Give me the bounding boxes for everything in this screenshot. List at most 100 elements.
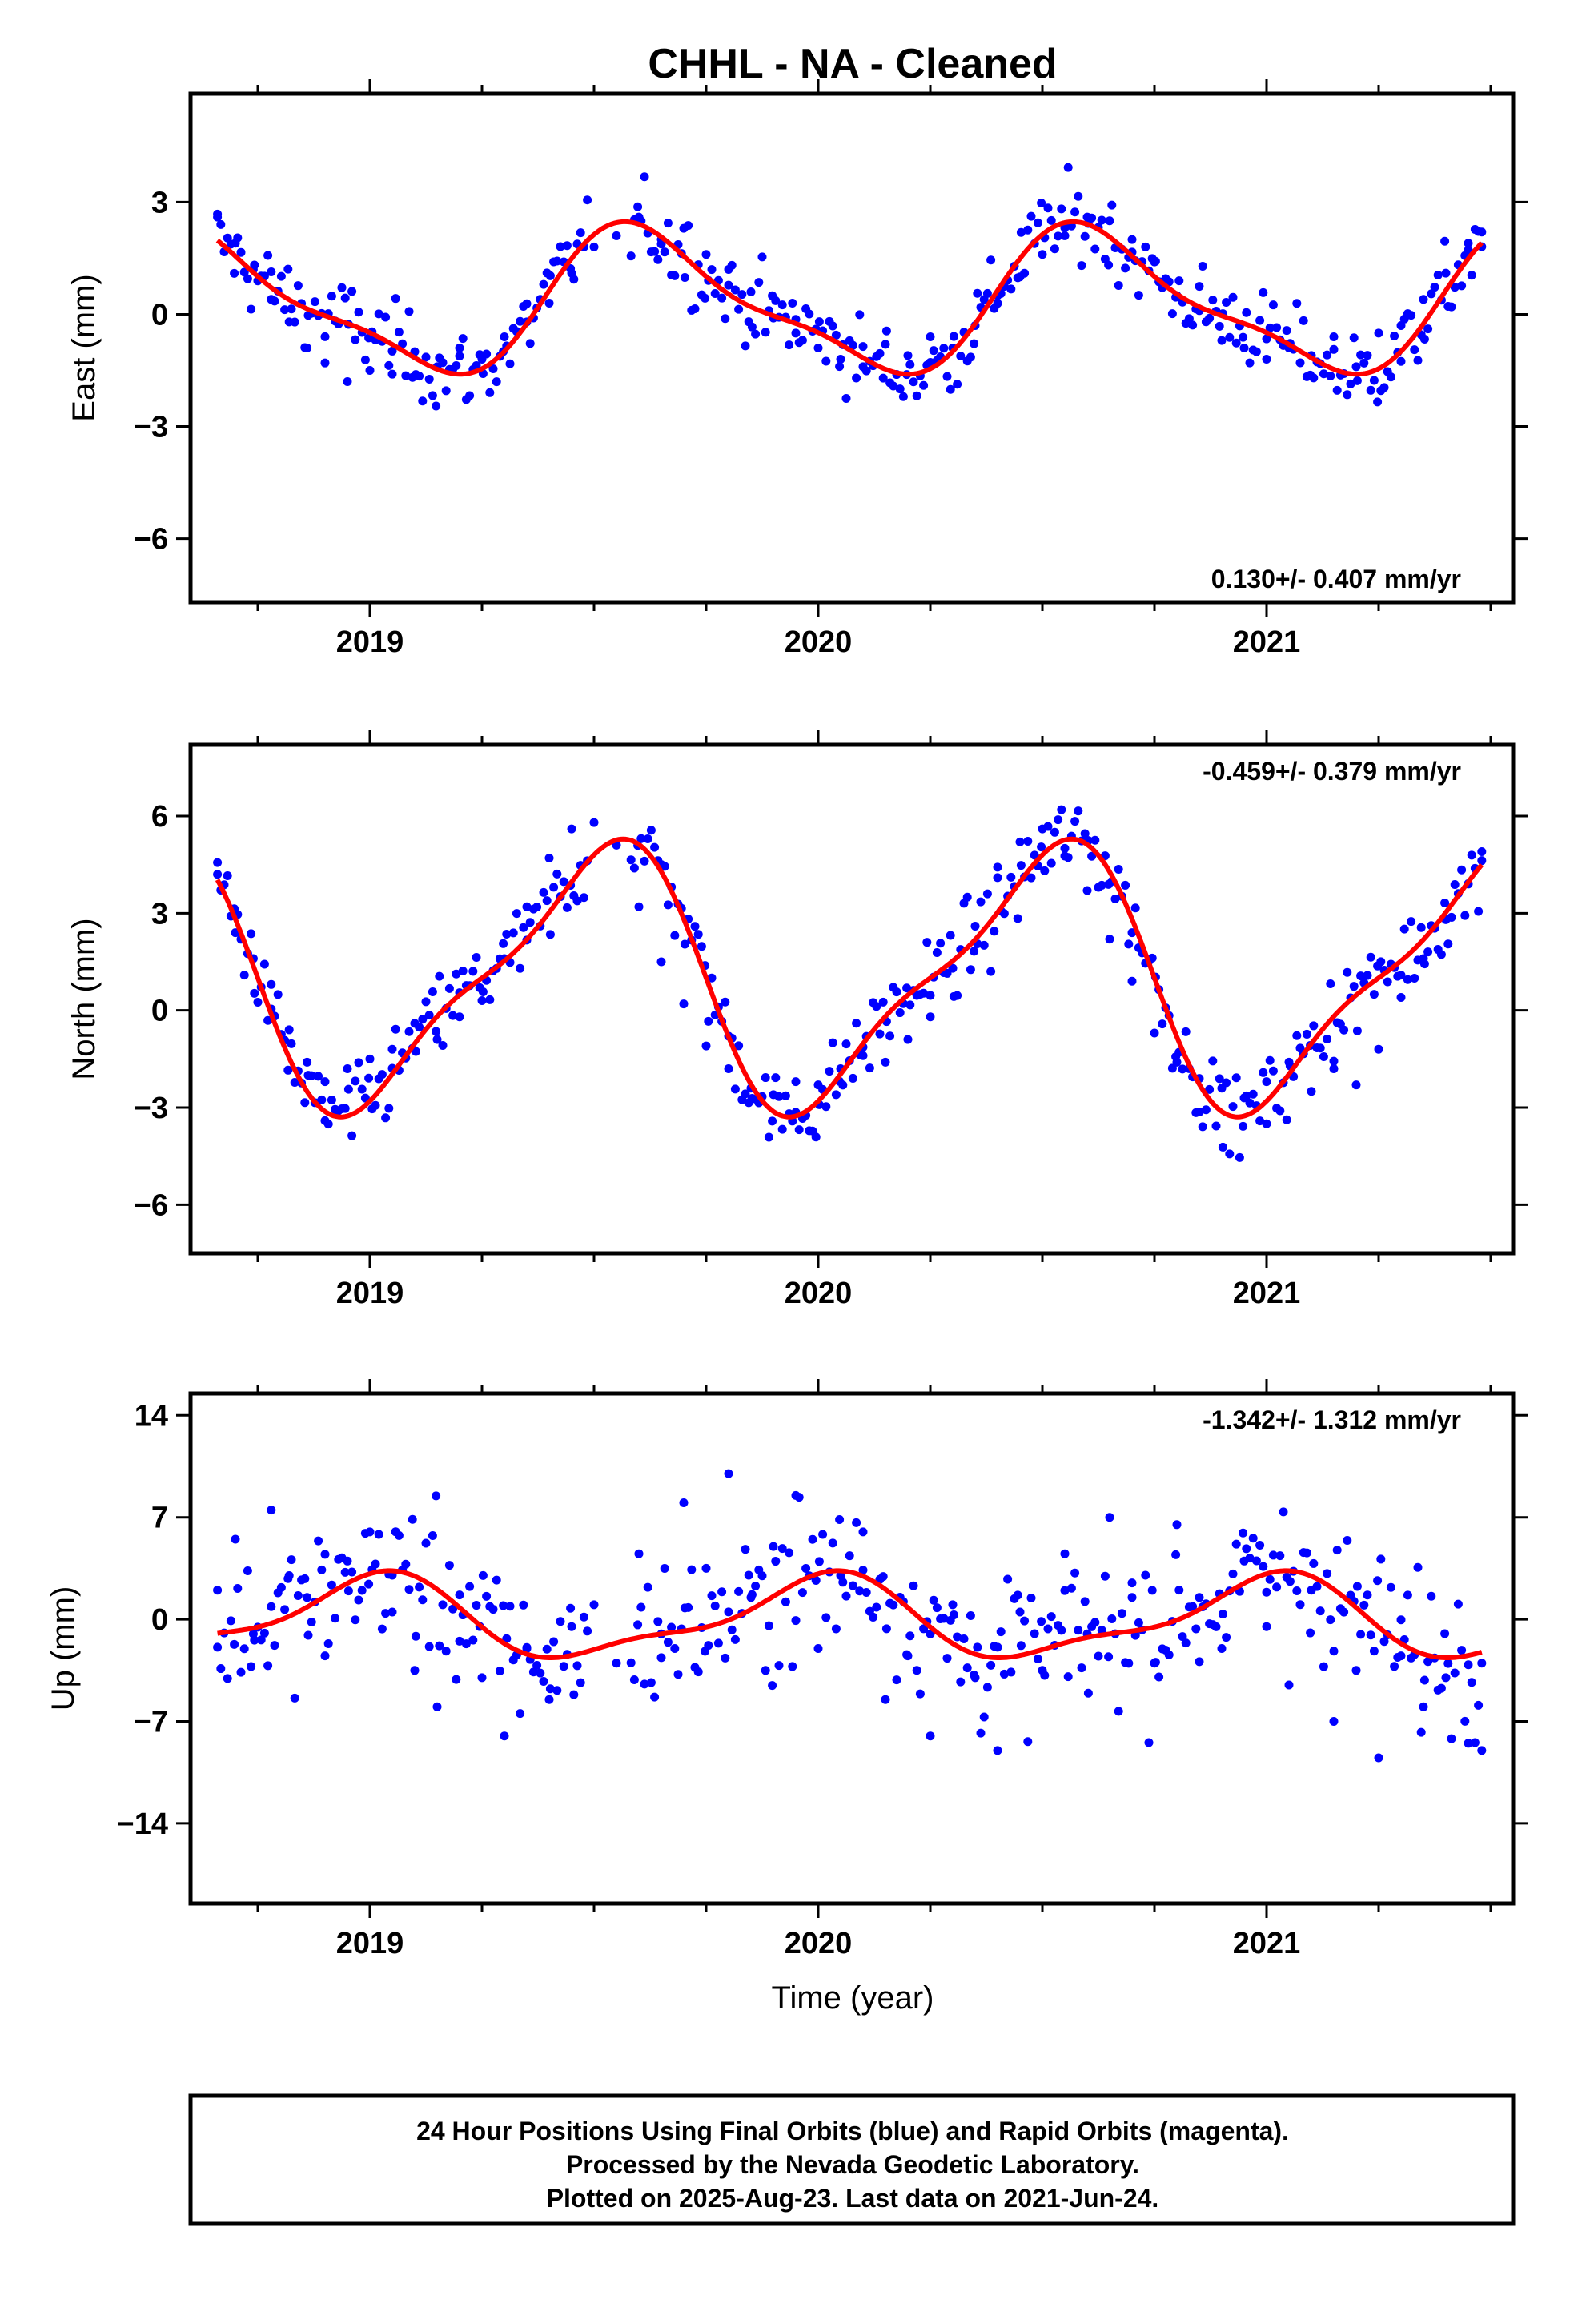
data-point	[788, 1662, 797, 1671]
x-tick-label: 2019	[336, 625, 404, 659]
data-point	[532, 1661, 542, 1671]
data-point	[492, 1575, 501, 1585]
data-point	[236, 1667, 246, 1677]
data-point	[656, 1653, 666, 1663]
data-point	[841, 1591, 851, 1601]
data-point	[1178, 1632, 1187, 1642]
data-points	[213, 163, 1487, 411]
data-point	[785, 1548, 794, 1558]
data-point	[612, 231, 621, 240]
data-point	[693, 930, 703, 939]
data-point	[663, 1638, 673, 1647]
data-point	[670, 931, 680, 940]
data-point	[465, 391, 475, 400]
data-point	[828, 321, 837, 331]
data-point	[290, 1078, 299, 1088]
data-point	[1037, 1617, 1046, 1626]
data-point	[1332, 1546, 1342, 1555]
data-point	[455, 1590, 464, 1600]
data-point	[959, 1634, 969, 1644]
data-point	[919, 988, 929, 998]
data-point	[717, 293, 727, 303]
data-point	[364, 1073, 374, 1083]
data-point	[1329, 344, 1339, 354]
rate-annotation: -0.459+/- 0.379 mm/yr	[1203, 757, 1461, 786]
data-point	[1268, 1550, 1278, 1560]
data-point	[1114, 281, 1123, 291]
data-point	[1467, 850, 1476, 860]
data-point	[701, 1563, 711, 1573]
data-point	[1038, 824, 1047, 834]
data-point	[1430, 283, 1439, 292]
data-point	[589, 1600, 599, 1610]
data-point	[1359, 1600, 1369, 1610]
data-point	[956, 1677, 966, 1687]
data-point	[1477, 227, 1487, 237]
data-point	[1181, 1638, 1191, 1648]
data-point	[448, 1604, 458, 1614]
data-point	[259, 1628, 269, 1638]
data-point	[544, 1695, 554, 1704]
data-point	[1268, 300, 1278, 310]
data-point	[1410, 974, 1419, 983]
fit-curve	[215, 836, 1484, 1120]
data-point	[1127, 976, 1137, 986]
data-point	[552, 256, 562, 266]
data-point	[909, 1581, 918, 1590]
data-point	[858, 1051, 868, 1060]
data-point	[1121, 880, 1130, 890]
data-point	[259, 959, 269, 969]
data-point	[492, 377, 501, 387]
data-point	[673, 1670, 683, 1679]
data-point	[394, 328, 404, 337]
data-point	[643, 1582, 652, 1592]
data-point	[287, 1039, 296, 1048]
data-point	[545, 930, 555, 939]
data-point	[650, 1692, 660, 1702]
data-point	[1063, 1672, 1073, 1682]
data-point	[247, 1662, 256, 1671]
data-point	[1080, 231, 1090, 241]
data-point	[357, 1084, 367, 1094]
data-point	[1037, 198, 1046, 207]
data-point	[1060, 1549, 1070, 1558]
data-point	[993, 1746, 1002, 1755]
data-point	[248, 1629, 258, 1638]
data-point	[239, 1644, 249, 1654]
data-point	[404, 1027, 414, 1036]
data-point	[990, 927, 999, 936]
data-point	[1150, 257, 1159, 267]
data-point	[1407, 311, 1416, 320]
data-point	[572, 1661, 582, 1671]
data-point	[314, 1536, 323, 1546]
data-point	[1464, 239, 1473, 248]
data-point	[813, 344, 823, 352]
data-point	[939, 1614, 949, 1623]
data-point	[982, 288, 992, 298]
data-point	[687, 1565, 697, 1574]
data-point	[999, 1669, 1009, 1679]
data-point	[1043, 1624, 1053, 1634]
data-point	[1255, 1116, 1265, 1126]
data-point	[408, 1514, 417, 1524]
data-point	[1104, 1652, 1114, 1662]
up-panel: 2019 2020 2021 14 7 0 −7 −14 Up (mm) -1.342+/- 1.…	[46, 1379, 1528, 1960]
data-point	[734, 1041, 744, 1051]
x-tick-label: 2021	[1233, 1927, 1301, 1960]
data-point	[398, 339, 408, 348]
data-point	[878, 997, 888, 1007]
data-point	[1443, 1659, 1453, 1668]
x-tick-label: 2021	[1233, 625, 1301, 659]
data-point	[1217, 1644, 1227, 1653]
data-point	[1369, 1647, 1379, 1656]
data-point	[845, 1551, 854, 1561]
data-point	[1272, 323, 1282, 332]
data-point	[495, 1666, 504, 1675]
data-point	[633, 202, 643, 211]
data-point	[734, 304, 744, 314]
data-point	[1222, 297, 1231, 307]
data-point	[263, 1015, 273, 1025]
data-point	[774, 1661, 784, 1671]
data-point	[1060, 231, 1070, 240]
data-point	[267, 295, 276, 304]
